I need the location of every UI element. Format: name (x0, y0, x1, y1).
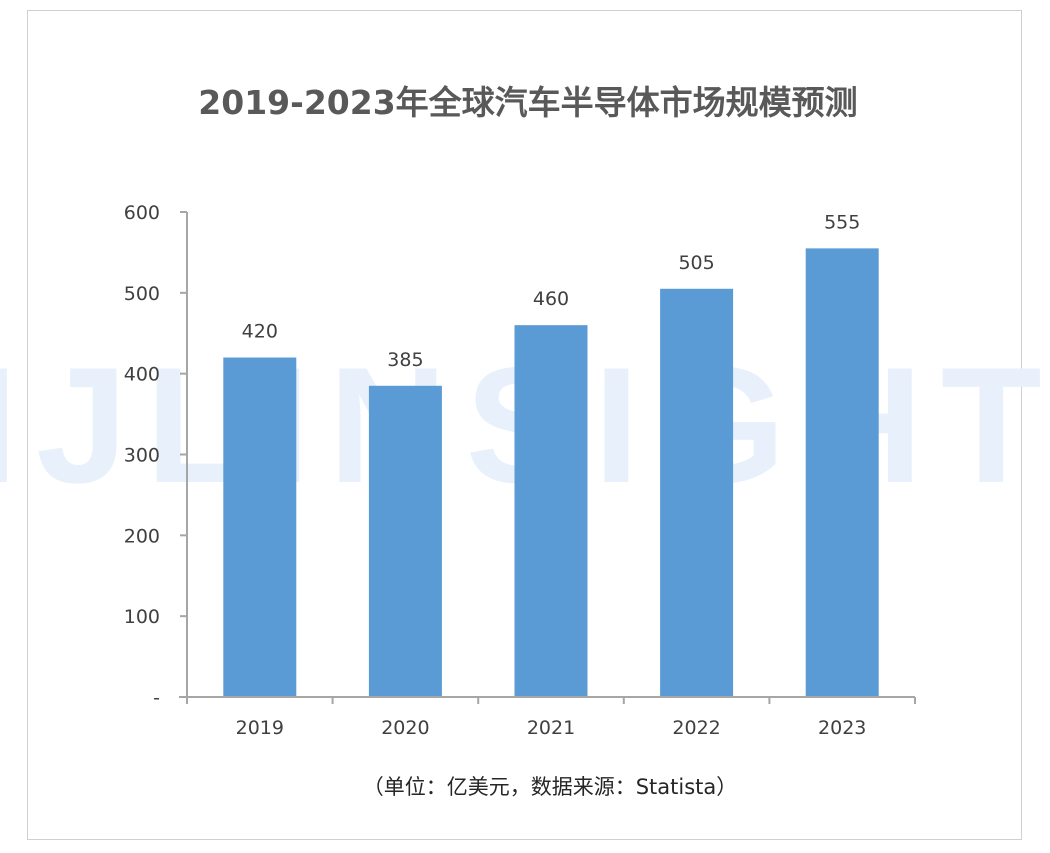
y-tick-label: 100 (124, 606, 160, 628)
y-tick-label: 200 (124, 525, 160, 547)
y-tick-label: 600 (124, 202, 160, 224)
x-tick-label-2020: 2020 (381, 717, 429, 739)
y-tick-label: 300 (124, 445, 160, 467)
bar-2019 (223, 357, 297, 697)
data-label-2022: 505 (678, 252, 714, 274)
x-tick-label-2021: 2021 (527, 717, 575, 739)
y-tick-label: 400 (124, 364, 160, 386)
x-tick-label-2023: 2023 (818, 717, 866, 739)
data-label-2023: 555 (824, 211, 860, 233)
bar-2022 (660, 288, 734, 697)
x-tick-label-2019: 2019 (236, 717, 284, 739)
bar-2023 (805, 248, 879, 697)
chart-subtitle: （单位：亿美元，数据来源：Statista） (363, 775, 738, 799)
y-tick-label: - (153, 687, 160, 709)
bar-2020 (368, 385, 442, 697)
chart-title: 2019-2023年全球汽车半导体市场规模预测 (198, 83, 857, 122)
data-label-2019: 420 (242, 321, 278, 343)
x-tick-label-2022: 2022 (672, 717, 720, 739)
y-tick-label: 500 (124, 283, 160, 305)
bar-2021 (514, 325, 588, 697)
data-label-2020: 385 (387, 349, 423, 371)
data-label-2021: 460 (533, 288, 569, 310)
